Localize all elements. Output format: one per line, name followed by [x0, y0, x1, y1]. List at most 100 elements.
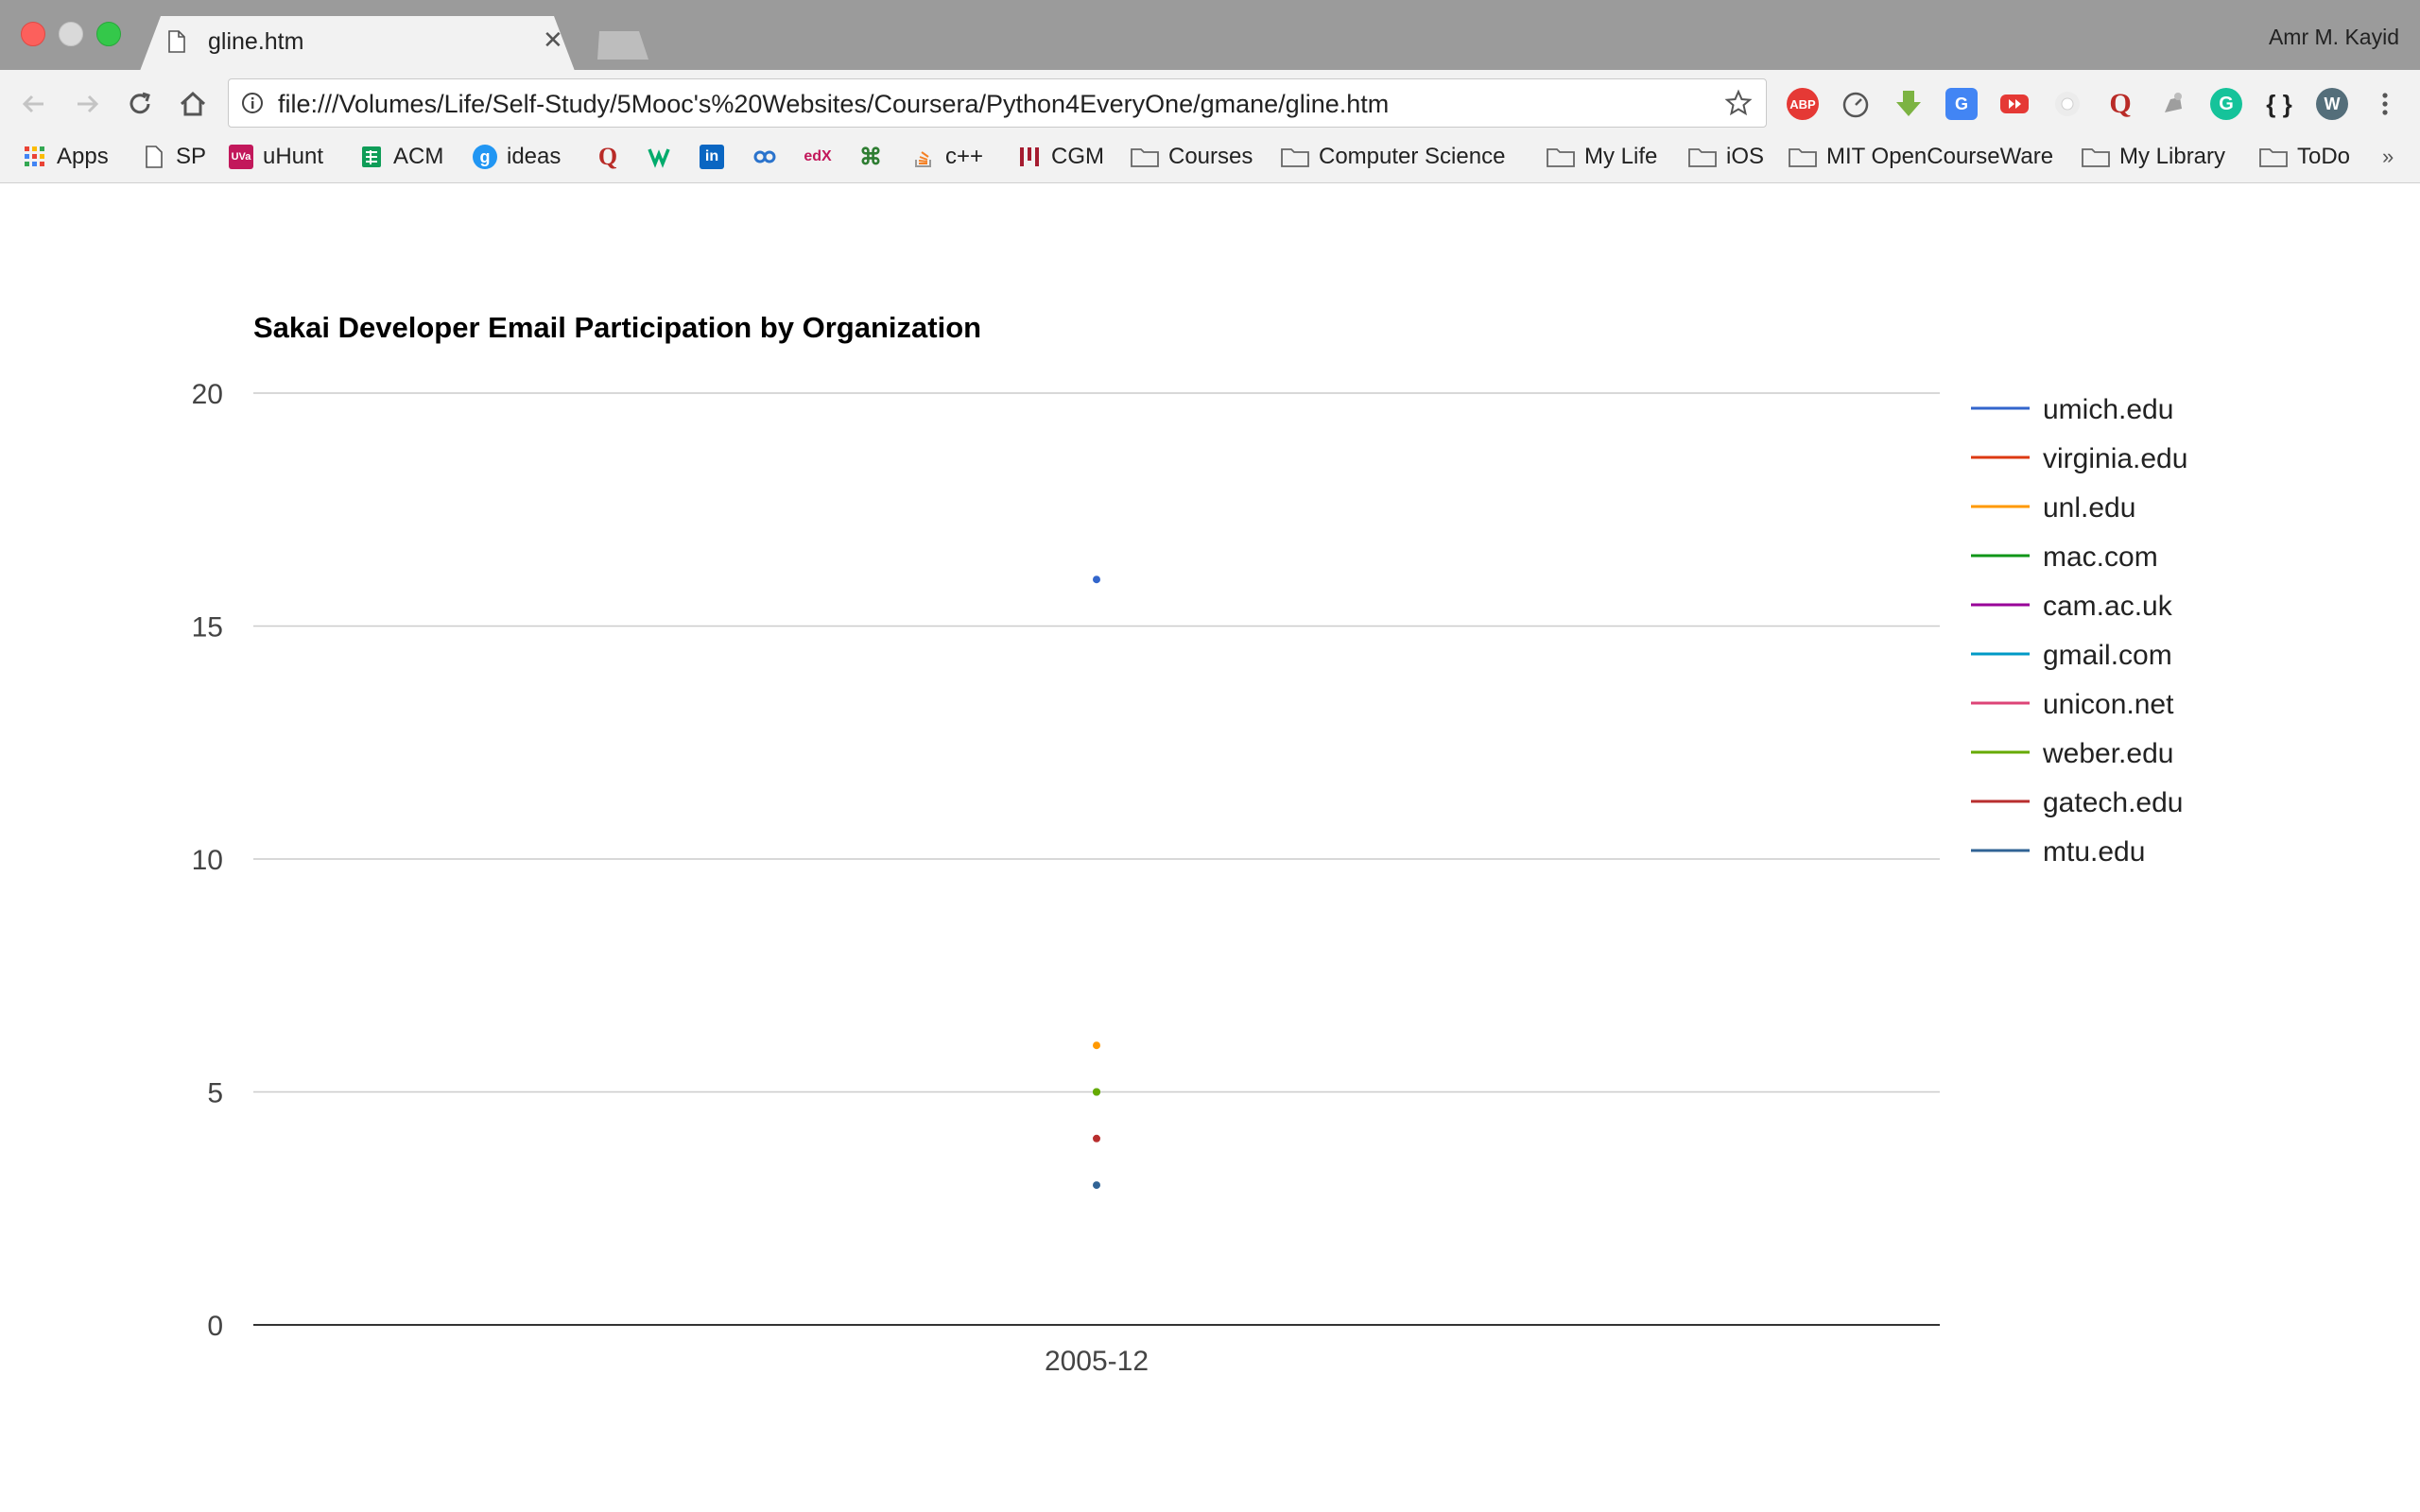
home-icon[interactable]: [174, 85, 212, 123]
bookmark-folder-courses[interactable]: Courses: [1131, 142, 1253, 172]
legend-label: unl.edu: [2043, 492, 2135, 524]
quora-icon[interactable]: Q: [2109, 88, 2132, 119]
y-tick-label: 5: [207, 1078, 223, 1109]
zoom-window-button[interactable]: [96, 22, 121, 46]
close-window-button[interactable]: [21, 22, 45, 46]
new-tab-button[interactable]: [597, 31, 648, 60]
bookmark-folder-mit[interactable]: MIT OpenCourseWare: [1789, 142, 2053, 172]
tab-title: gline.htm: [208, 28, 304, 55]
folder-icon: [2082, 148, 2110, 167]
record-icon[interactable]: [2051, 88, 2083, 120]
bookmark-coursera[interactable]: [752, 142, 786, 172]
ideas-icon: g: [473, 145, 497, 169]
download-arrow-icon[interactable]: [1893, 88, 1925, 120]
folder-icon: [1789, 148, 1817, 167]
chart-title: Sakai Developer Email Participation by O…: [253, 311, 981, 344]
edx-icon: edX: [804, 148, 832, 164]
bookmarks-overflow-button[interactable]: »: [2382, 145, 2394, 168]
legend-label: mtu.edu: [2043, 836, 2145, 868]
bookmark-label: CGM: [1051, 144, 1104, 169]
youtube-icon[interactable]: [1998, 88, 2031, 120]
folder-icon: [1688, 148, 1717, 167]
translate-icon[interactable]: G: [1945, 88, 1978, 120]
bookmark-label: Courses: [1168, 144, 1253, 169]
bookmark-folder-ios[interactable]: iOS: [1688, 142, 1764, 172]
adblock-plus-icon[interactable]: ABP: [1787, 88, 1819, 120]
menu-dots-icon[interactable]: [2369, 88, 2401, 120]
data-point-weber-edu: [1093, 1088, 1100, 1096]
speed-dial-icon[interactable]: [1840, 88, 1872, 120]
address-bar[interactable]: file:///Volumes/Life/Self-Study/5Mooc's%…: [228, 78, 1767, 128]
cleaner-icon[interactable]: [2157, 88, 2189, 120]
coursera-icon: [753, 150, 776, 163]
command-icon: ⌘: [859, 144, 882, 170]
legend-label: mac.com: [2043, 541, 2158, 573]
forward-icon[interactable]: [68, 85, 106, 123]
bookmark-label: Computer Science: [1319, 144, 1506, 169]
bookmark-label: c++: [945, 144, 984, 169]
stack-overflow-icon: [915, 151, 931, 167]
bookmark-label: My Library: [2119, 144, 2226, 169]
bookmark-label: ACM: [393, 144, 444, 169]
bookmark-folder-my-library[interactable]: My Library: [2082, 142, 2225, 172]
apps-grid-icon: [25, 146, 44, 166]
minimize-window-button[interactable]: [59, 22, 83, 46]
bookmark-acm[interactable]: ACM: [359, 142, 443, 172]
legend-label: umich.edu: [2043, 394, 2173, 425]
folder-icon: [1131, 148, 1159, 167]
legend-label: gatech.edu: [2043, 787, 2183, 818]
bookmark-edx[interactable]: edX: [804, 142, 839, 172]
uva-icon: UVa: [229, 145, 253, 169]
back-icon[interactable]: [15, 85, 53, 123]
bookmark-ideas[interactable]: g ideas: [473, 142, 561, 172]
bookmarks-bar: [0, 138, 2420, 183]
info-icon[interactable]: [241, 92, 264, 114]
x-tick-label: 2005-12: [1045, 1346, 1149, 1377]
url-text[interactable]: file:///Volumes/Life/Self-Study/5Mooc's%…: [278, 90, 1390, 118]
cgm-icon: [1020, 147, 1039, 166]
legend-label: cam.ac.uk: [2043, 591, 2173, 622]
medium-icon: [648, 148, 670, 168]
bookmark-command[interactable]: ⌘: [858, 142, 892, 172]
folder-icon: [1547, 148, 1575, 167]
grammarly-icon[interactable]: G: [2210, 88, 2242, 120]
bookmark-star-icon[interactable]: [1724, 89, 1753, 117]
wappalyzer-icon[interactable]: W: [2316, 88, 2348, 120]
bookmark-medium[interactable]: [647, 142, 681, 172]
legend-label: weber.edu: [2042, 738, 2173, 769]
linkedin-icon: in: [700, 145, 724, 169]
line-chart: Sakai Developer Email Participation by O…: [192, 311, 2188, 1377]
page-icon: [146, 146, 163, 168]
bookmark-folder-my-life[interactable]: My Life: [1547, 142, 1657, 172]
data-point-mtu-edu: [1093, 1181, 1100, 1190]
reload-icon[interactable]: [121, 85, 159, 123]
bookmark-folder-computer-science[interactable]: Computer Science: [1281, 142, 1505, 172]
bookmark-label: Apps: [57, 144, 109, 169]
y-tick-label: 15: [192, 612, 223, 644]
json-viewer-icon[interactable]: { }: [2266, 89, 2292, 118]
tab-gline[interactable]: [140, 16, 575, 71]
data-point-gatech-edu: [1093, 1134, 1100, 1143]
y-tick-label: 10: [192, 845, 223, 876]
legend-label: unicon.net: [2043, 689, 2174, 720]
profile-name[interactable]: Amr M. Kayid: [2268, 25, 2399, 49]
bookmark-cgm[interactable]: CGM: [1017, 142, 1104, 172]
bookmark-cpp[interactable]: c++: [911, 142, 983, 172]
legend-label: gmail.com: [2043, 640, 2172, 671]
close-tab-icon[interactable]: ✕: [543, 26, 563, 54]
data-point-umich-edu: [1093, 576, 1100, 584]
bookmark-folder-todo[interactable]: ToDo: [2259, 142, 2350, 172]
y-tick-label: 20: [192, 379, 223, 410]
bookmark-quora[interactable]: Q: [596, 142, 630, 172]
bookmark-label: ideas: [507, 144, 562, 169]
bookmark-sp[interactable]: SP: [142, 142, 206, 172]
bookmark-label: iOS: [1726, 144, 1765, 169]
bookmark-label: uHunt: [263, 144, 324, 169]
bookmark-uhunt[interactable]: UVa uHunt: [229, 142, 323, 172]
sheet-icon: [362, 146, 381, 167]
y-tick-label: 0: [207, 1311, 223, 1342]
bookmark-linkedin[interactable]: in: [700, 142, 734, 172]
bookmark-label: ToDo: [2297, 144, 2351, 169]
bookmark-label: MIT OpenCourseWare: [1826, 144, 2054, 169]
bookmark-apps[interactable]: Apps: [23, 142, 109, 172]
